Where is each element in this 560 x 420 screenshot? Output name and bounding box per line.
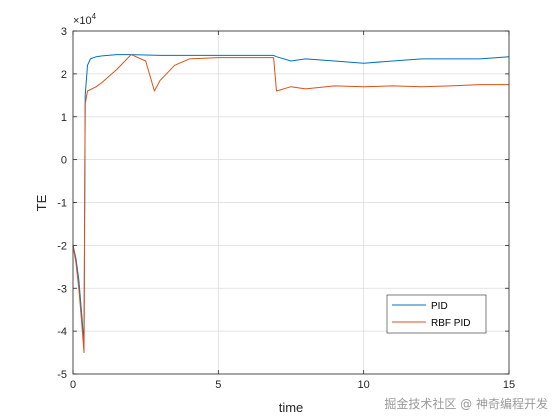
x-tick-label: 5 (215, 379, 221, 391)
y-tick-label: -1 (57, 198, 67, 210)
x-tick-label: 10 (358, 379, 370, 391)
y-multiplier-label: ×104 (73, 12, 97, 27)
x-tick-label: 0 (70, 379, 76, 391)
legend-label-pid: PID (431, 301, 448, 312)
y-tick-label: -5 (57, 369, 67, 381)
y-tick-label: 1 (61, 112, 67, 124)
y-tick-label: -4 (57, 326, 67, 338)
legend-box (386, 294, 487, 334)
y-tick-label: -3 (57, 283, 67, 295)
x-tick-label: 15 (503, 379, 515, 391)
y-tick-label: 3 (61, 26, 67, 38)
series-lines (72, 54, 510, 354)
y-tick-label: 0 (61, 155, 67, 167)
series-line-rbf-pid (72, 54, 509, 354)
legend: PID RBF PID (386, 294, 487, 334)
x-axis-label: time (279, 400, 304, 415)
y-axis-label: TE (34, 194, 49, 211)
y-tick-label: -2 (57, 240, 67, 252)
legend-label-rbf-pid: RBF PID (431, 318, 470, 329)
axis-ticks: -5 -4 -3 -2 -1 0 1 2 3 0 5 10 15 (57, 26, 515, 391)
watermark-text: 掘金技术社区 @ 神奇编程开发 (384, 396, 548, 411)
y-tick-label: 2 (61, 69, 67, 81)
